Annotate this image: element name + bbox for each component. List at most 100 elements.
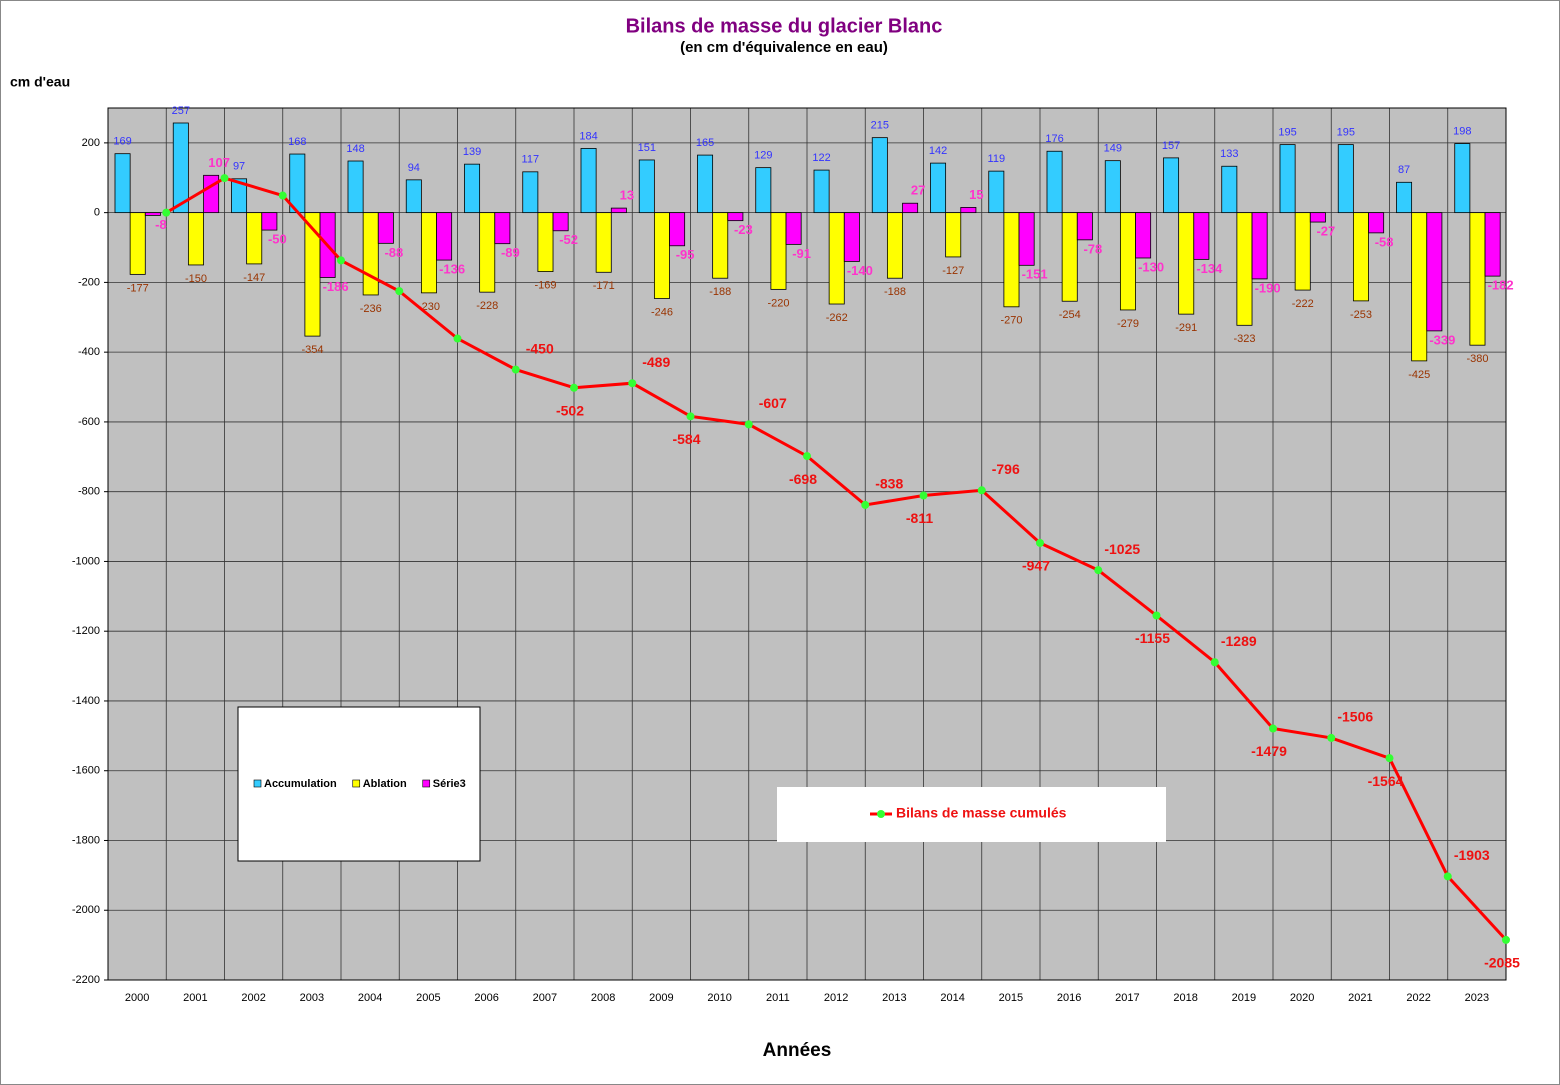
y-tick-label: -600 [78,416,100,428]
bar [1221,165,1238,214]
bar [1193,212,1210,260]
x-tick-label: 2021 [1348,992,1372,1004]
bar [129,212,146,275]
data-label: -228 [476,300,498,312]
data-label: -8 [155,217,167,232]
data-label: 176 [1045,133,1063,145]
bar [172,122,189,214]
x-tick-label: 2022 [1406,992,1430,1004]
bar [1294,212,1311,291]
data-label: -89 [501,245,520,260]
bar [1003,212,1020,308]
bar [770,212,787,290]
data-label: -1289 [1221,633,1257,649]
data-label: -246 [651,306,673,318]
y-tick-label: -400 [78,346,100,358]
data-label: 119 [988,153,1006,165]
data-label: -147 [243,272,265,284]
data-label: 97 [233,161,245,173]
line-marker [744,420,753,429]
bar [436,212,453,261]
data-label: 195 [1337,127,1355,139]
data-label: -23 [734,222,753,237]
bar [1426,212,1443,332]
line-marker [220,174,229,183]
line-marker [162,208,171,217]
data-label: 195 [1278,127,1296,139]
data-label: -450 [526,340,554,356]
legend-marker [877,810,885,818]
chart-subtitle: (en cm d'équivalence en eau) [680,39,888,56]
bar [405,179,422,214]
bar [522,171,539,214]
bar [1163,157,1180,214]
data-label: -88 [384,245,403,260]
data-label: -140 [847,263,873,278]
data-label: 148 [346,143,364,155]
bar [1309,212,1326,223]
x-tick-label: 2019 [1232,992,1256,1004]
data-label: -947 [1022,558,1050,574]
bar [1396,181,1413,214]
data-label: -186 [323,279,349,294]
y-tick-label: 200 [82,137,100,149]
data-label: -1506 [1337,709,1373,725]
data-label: 184 [579,130,597,142]
line-marker [395,287,404,296]
data-label: -2085 [1484,955,1520,971]
x-tick-label: 2016 [1057,992,1081,1004]
bar [1135,212,1152,259]
data-label: -50 [268,232,287,247]
data-label: -177 [127,282,149,294]
data-label: -91 [792,246,811,261]
x-tick-label: 2006 [474,992,498,1004]
data-label: 13 [620,188,634,203]
bar [114,153,131,214]
x-tick-label: 2013 [882,992,906,1004]
chart-title: Bilans de masse du glacier Blanc [626,15,943,37]
data-label: -425 [1408,369,1430,381]
y-tick-label: -1000 [72,555,100,567]
bar [580,148,597,214]
data-label: 198 [1453,125,1471,137]
data-label: -188 [709,286,731,298]
bar [843,212,860,262]
line-marker [1502,935,1510,944]
line-marker [919,491,928,500]
legend-label: Accumulation [264,778,337,790]
data-label: -323 [1233,333,1255,345]
x-tick-label: 2014 [940,992,964,1004]
data-label: -130 [1138,259,1164,274]
legend-box [777,787,1166,842]
data-label: -127 [942,265,964,277]
line-marker [628,379,637,388]
data-label: -698 [789,471,817,487]
bar [1279,144,1296,214]
legend-label: Série3 [433,778,466,790]
x-tick-label: 2008 [591,992,615,1004]
bar [1352,212,1369,302]
line-marker [686,412,695,421]
line-marker [570,383,578,392]
data-label: -151 [1022,267,1048,282]
data-label: -270 [1000,315,1022,327]
bar [1484,212,1501,277]
x-tick-label: 2009 [649,992,673,1004]
data-label: -236 [360,303,382,315]
data-label: -150 [185,273,207,285]
line-marker [861,500,870,509]
line-marker [453,334,462,343]
y-tick-label: -1400 [72,695,100,707]
bar [1368,212,1385,234]
bar [945,212,962,258]
bar [1104,160,1121,214]
bar [813,169,830,214]
legend-label: Bilans de masse cumulés [896,805,1067,821]
bar [464,163,481,214]
bar [362,212,379,296]
bar [479,212,496,293]
data-label: -279 [1117,318,1139,330]
data-label: 151 [638,142,656,154]
bar [304,212,321,337]
bar [231,178,248,214]
